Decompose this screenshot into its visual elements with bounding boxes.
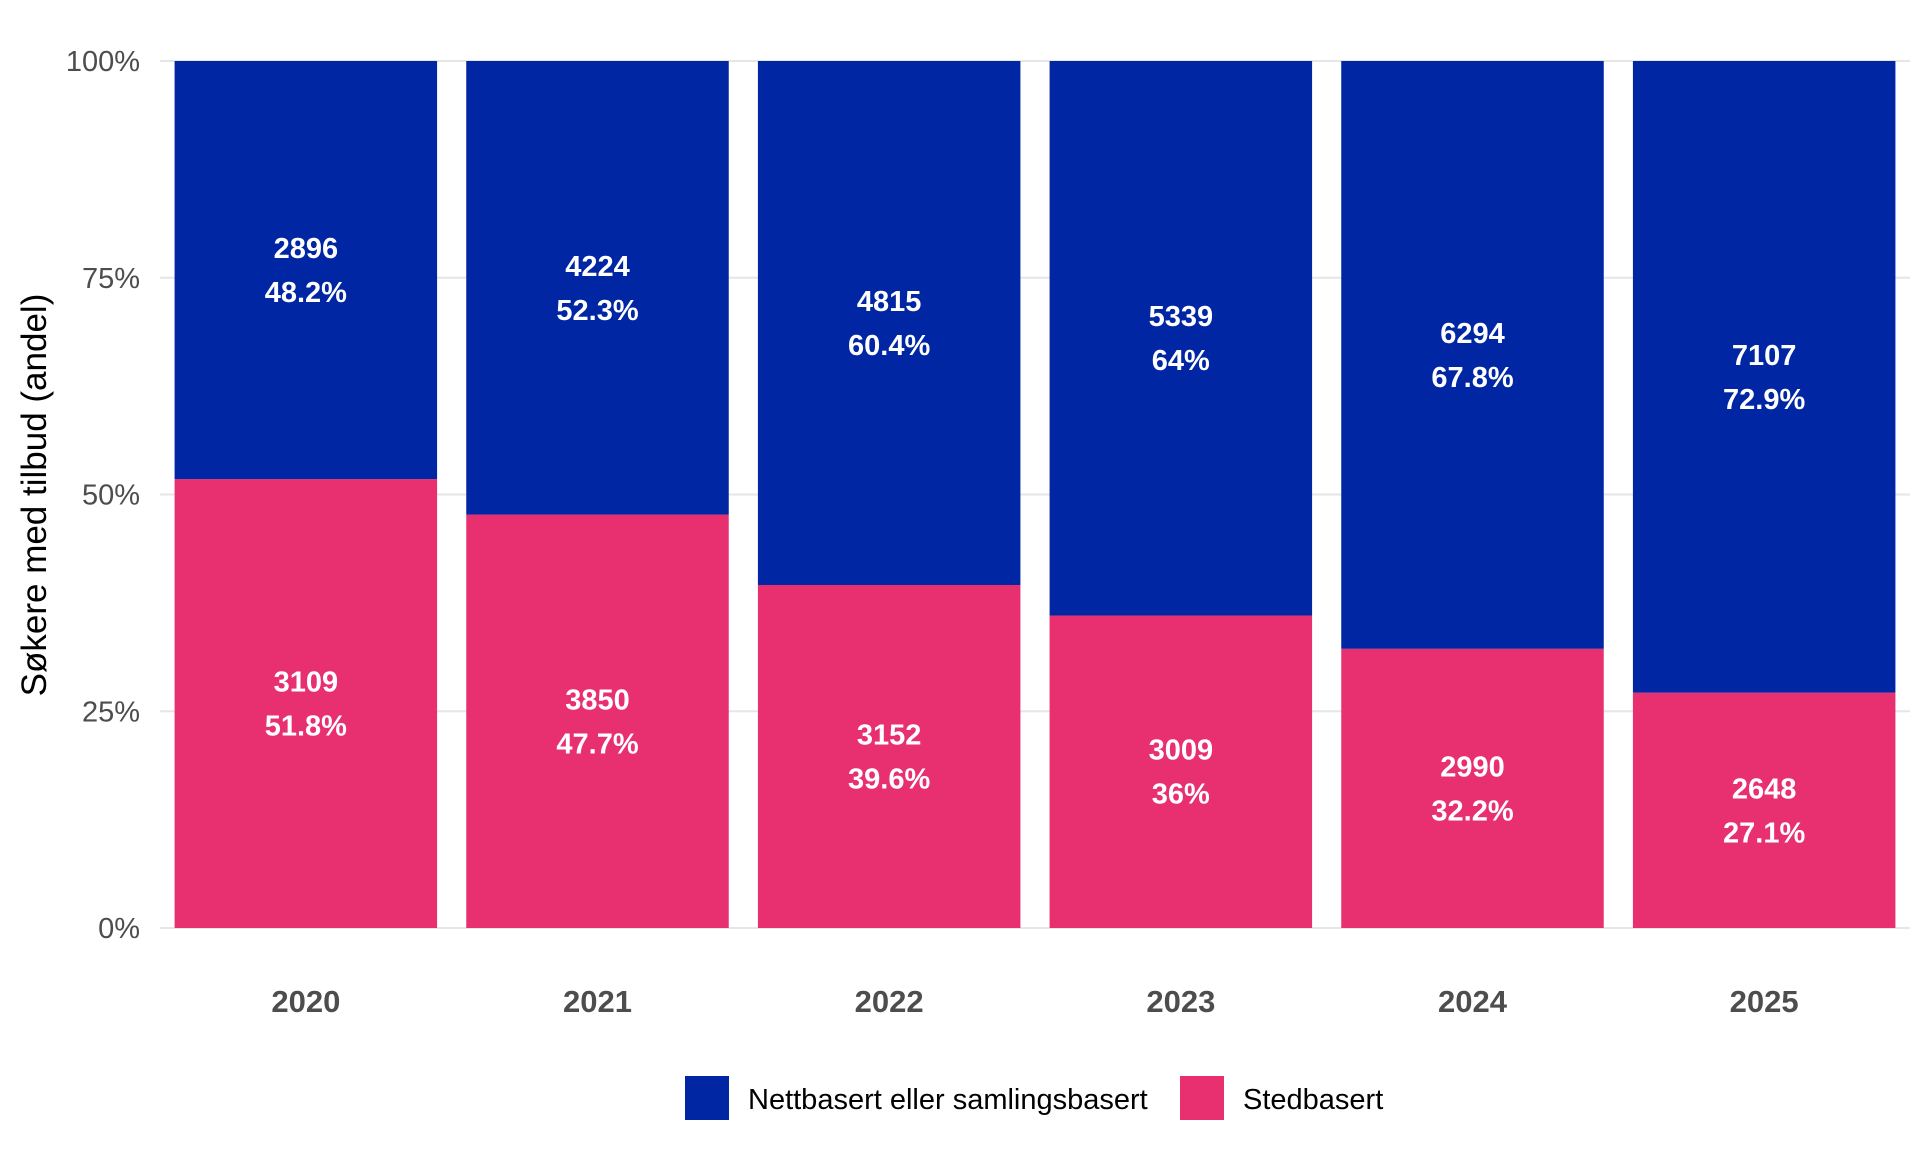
label-stedbasert-count: 3109	[274, 667, 339, 699]
label-stedbasert-count: 3009	[1149, 735, 1214, 767]
bar-nettbasert-2021	[466, 61, 729, 515]
x-tick-label: 2024	[1438, 984, 1508, 1019]
x-tick-label: 2025	[1730, 984, 1799, 1019]
label-stedbasert-percent: 47.7%	[556, 728, 638, 760]
label-stedbasert-count: 2990	[1440, 751, 1505, 783]
label-stedbasert-count: 3152	[857, 719, 922, 751]
x-tick-label: 2022	[855, 984, 924, 1019]
bar-nettbasert-2020	[174, 61, 438, 480]
label-stedbasert-count: 2648	[1732, 773, 1797, 805]
segment-labels: 3109 51.8% 2896 48.2% 3850 47.7% 4224 52.3% 3152…	[265, 233, 1806, 849]
y-tick-label: 100%	[66, 46, 140, 78]
label-nettbasert-count: 7107	[1732, 340, 1797, 372]
label-stedbasert-count: 3850	[565, 684, 630, 716]
label-nettbasert-percent: 67.8%	[1431, 362, 1513, 394]
label-nettbasert-count: 2896	[274, 233, 339, 265]
label-nettbasert-count: 5339	[1149, 301, 1214, 333]
y-tick-label: 50%	[82, 480, 140, 512]
legend-swatch-1	[1180, 1076, 1224, 1120]
bar-nettbasert-2024	[1341, 61, 1604, 649]
label-nettbasert-percent: 72.9%	[1723, 384, 1805, 416]
x-axis-ticks: 2020 2021 2022 2023 2024 2025	[271, 984, 1798, 1019]
bar-nettbasert-2022	[757, 61, 1021, 585]
x-tick-label: 2020	[271, 984, 340, 1019]
bar-stedbasert-2024	[1341, 648, 1604, 928]
bars	[174, 61, 1896, 928]
bar-stedbasert-2023	[1049, 615, 1313, 928]
y-axis-ticks: 0% 25% 50% 75% 100%	[66, 46, 140, 945]
label-nettbasert-percent: 64%	[1152, 345, 1210, 377]
label-nettbasert-count: 4815	[857, 286, 922, 318]
y-tick-label: 25%	[82, 696, 140, 728]
label-stedbasert-percent: 27.1%	[1723, 817, 1805, 849]
label-nettbasert-count: 6294	[1440, 318, 1505, 350]
x-tick-label: 2021	[563, 984, 632, 1019]
legend-label-1: Stedbasert	[1243, 1084, 1383, 1116]
label-nettbasert-percent: 48.2%	[265, 277, 347, 309]
legend-label-0: Nettbasert eller samlingsbasert	[748, 1084, 1148, 1116]
label-stedbasert-percent: 39.6%	[848, 763, 930, 795]
x-tick-label: 2023	[1146, 984, 1215, 1019]
label-stedbasert-percent: 36%	[1152, 779, 1210, 811]
y-tick-label: 0%	[98, 913, 140, 945]
gridlines	[160, 60, 1910, 929]
label-nettbasert-percent: 52.3%	[556, 295, 638, 327]
label-stedbasert-percent: 32.2%	[1431, 795, 1513, 827]
legend-swatch-0	[685, 1076, 729, 1120]
bar-stedbasert-2025	[1632, 692, 1896, 928]
label-nettbasert-count: 4224	[565, 251, 630, 283]
bar-stedbasert-2020	[174, 479, 438, 928]
label-stedbasert-percent: 51.8%	[265, 711, 347, 743]
legend: Nettbasert eller samlingsbasert Stedbaser…	[685, 1076, 1383, 1120]
y-axis-label: Søkere med tilbud (andel)	[15, 294, 54, 697]
y-tick-label: 75%	[82, 263, 140, 295]
bar-stedbasert-2022	[757, 584, 1021, 928]
label-nettbasert-percent: 60.4%	[848, 330, 930, 362]
bar-nettbasert-2023	[1049, 61, 1313, 616]
bar-stedbasert-2021	[466, 514, 729, 928]
bar-nettbasert-2025	[1632, 61, 1896, 693]
